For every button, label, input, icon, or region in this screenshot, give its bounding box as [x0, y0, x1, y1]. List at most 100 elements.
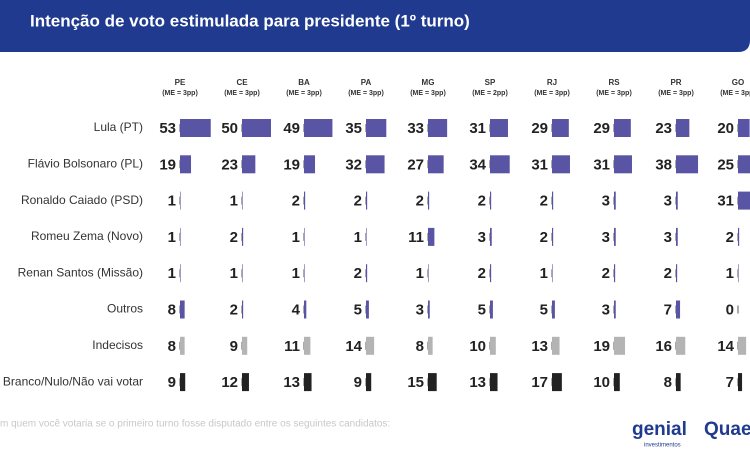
value-label: 19: [159, 156, 176, 173]
row-label: Branco/Nulo/Não vai votar: [3, 374, 143, 388]
column-header: GO: [732, 78, 744, 87]
value-label: 15: [407, 374, 424, 391]
value-label: 3: [664, 229, 672, 246]
bar: [304, 300, 307, 319]
bar: [676, 119, 690, 137]
chart-title: Intenção de voto estimulada para preside…: [30, 11, 470, 30]
bar: [366, 227, 367, 246]
column-header: CE: [236, 78, 248, 87]
bar: [242, 264, 243, 283]
bar: [428, 155, 444, 174]
bar: [738, 227, 740, 246]
value-label: 13: [469, 374, 486, 391]
value-label: 7: [726, 374, 734, 391]
bar: [180, 155, 192, 174]
row-label: Flávio Bolsonaro (PL): [28, 156, 143, 170]
bar: [242, 373, 249, 392]
value-label: 5: [354, 301, 362, 318]
value-label: 1: [726, 265, 734, 282]
bar: [738, 336, 747, 355]
bar: [676, 227, 678, 246]
value-label: 10: [593, 374, 610, 391]
logo-genial-sub: investimentos: [644, 443, 681, 449]
bar: [428, 227, 435, 246]
bar: [614, 227, 616, 246]
value-label: 2: [478, 265, 486, 282]
value-label: 23: [221, 156, 238, 173]
value-label: 9: [230, 338, 238, 355]
bar: [242, 227, 244, 246]
bar: [180, 119, 211, 137]
bar: [242, 119, 271, 137]
value-label: 2: [292, 193, 300, 210]
value-label: 2: [230, 229, 238, 246]
bar: [676, 300, 681, 319]
value-label: 1: [354, 229, 362, 246]
bar: [614, 264, 616, 283]
bar: [490, 264, 492, 283]
column-header: SP: [485, 78, 496, 87]
row-label: Indecisos: [92, 338, 143, 352]
column-note: (ME = 3pp): [286, 90, 322, 97]
bar: [242, 191, 243, 210]
value-label: 2: [354, 265, 362, 282]
value-label: 31: [717, 193, 734, 210]
value-label: 17: [531, 374, 548, 391]
row-label: Lula (PT): [94, 120, 143, 134]
bar: [490, 300, 493, 319]
value-label: 2: [540, 229, 548, 246]
bar: [738, 119, 750, 137]
bar: [304, 227, 305, 246]
bar: [490, 227, 492, 246]
value-label: 14: [345, 338, 362, 355]
footnote: m quem você votaria se o primeiro turno …: [0, 419, 390, 430]
value-label: 7: [664, 301, 672, 318]
value-label: 25: [717, 156, 734, 173]
column-header: BA: [298, 78, 310, 87]
bar: [428, 336, 433, 355]
bar: [428, 119, 448, 137]
bar: [428, 300, 430, 319]
value-label: 23: [655, 120, 672, 137]
column-note: (ME = 3pp): [534, 90, 570, 97]
bar: [366, 300, 369, 319]
bar: [552, 119, 569, 137]
value-label: 1: [230, 265, 238, 282]
logo-quaest: Quaest: [704, 419, 750, 440]
column-header: RJ: [547, 78, 557, 87]
bar: [304, 373, 312, 392]
column-header: PE: [175, 78, 186, 87]
value-label: 3: [602, 193, 610, 210]
bar: [304, 119, 333, 137]
value-label: 3: [602, 229, 610, 246]
bar: [242, 155, 256, 174]
value-label: 3: [602, 301, 610, 318]
header-band: [0, 0, 750, 52]
bar: [552, 336, 560, 355]
value-label: 14: [717, 338, 734, 355]
value-label: 11: [408, 229, 424, 246]
value-label: 1: [292, 265, 300, 282]
bar: [614, 191, 616, 210]
value-label: 35: [345, 120, 362, 137]
value-label: 8: [416, 338, 424, 355]
bar: [552, 264, 553, 283]
value-label: 19: [593, 338, 610, 355]
value-label: 49: [283, 120, 300, 137]
value-label: 8: [168, 301, 176, 318]
bar: [366, 336, 375, 355]
value-label: 2: [416, 193, 424, 210]
column-note: (ME = 2pp): [472, 90, 508, 97]
column-note: (ME = 3pp): [162, 90, 198, 97]
value-label: 4: [292, 301, 301, 318]
value-label: 2: [726, 229, 734, 246]
value-label: 50: [221, 120, 238, 137]
bar: [428, 373, 437, 392]
value-label: 2: [354, 193, 362, 210]
value-label: 2: [478, 193, 486, 210]
bar: [428, 264, 429, 283]
bar: [676, 264, 678, 283]
bar: [304, 264, 305, 283]
value-label: 8: [664, 374, 672, 391]
